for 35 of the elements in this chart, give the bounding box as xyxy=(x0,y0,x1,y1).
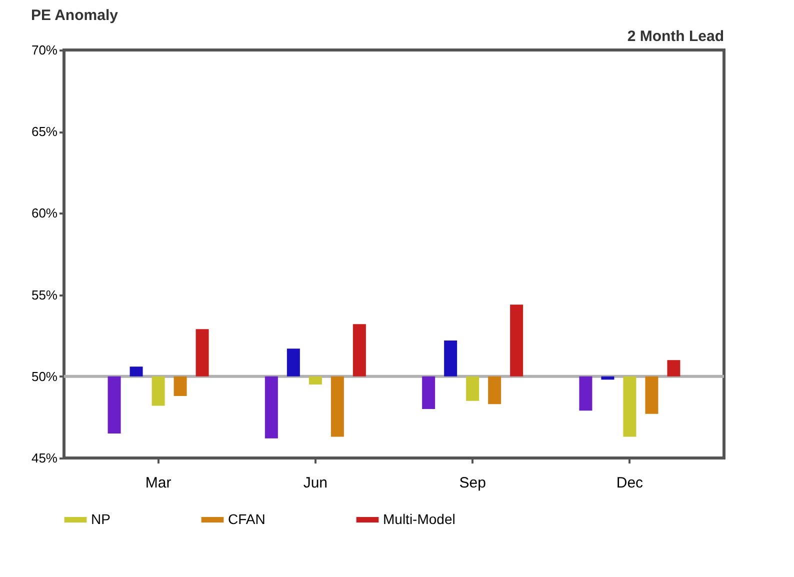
legend-label: Multi-Model xyxy=(383,510,456,527)
chart-title: PE Anomaly xyxy=(30,7,119,24)
bar xyxy=(422,376,436,410)
bar xyxy=(645,376,658,414)
legend-label: NP xyxy=(91,510,110,527)
bar xyxy=(601,376,614,380)
bar xyxy=(488,376,502,404)
x-tick-label: Jun xyxy=(303,474,328,492)
bar xyxy=(444,340,458,376)
y-tick-label: 55% xyxy=(31,287,58,302)
x-tick-label: Dec xyxy=(616,474,644,492)
bar xyxy=(623,376,636,437)
bar xyxy=(579,376,592,411)
x-tick-label: Sep xyxy=(459,474,486,492)
bar xyxy=(308,376,322,385)
bar xyxy=(108,376,121,434)
y-tick-label: 50% xyxy=(31,368,58,384)
y-tick-label: 45% xyxy=(31,450,58,466)
bar xyxy=(352,324,366,376)
text: 2 Month Lead xyxy=(627,28,724,45)
y-tick-label: 60% xyxy=(31,206,58,221)
bar xyxy=(130,366,143,376)
bar xyxy=(510,304,524,376)
bar xyxy=(152,376,165,406)
bar xyxy=(466,376,480,401)
x-tick-label: Mar xyxy=(145,474,172,492)
bar xyxy=(286,348,300,376)
legend-label: CFAN xyxy=(228,510,266,527)
bar xyxy=(264,376,278,438)
bar xyxy=(174,376,187,396)
y-tick-label: 70% xyxy=(31,42,58,58)
bar xyxy=(667,360,680,376)
bar xyxy=(196,329,209,376)
bar xyxy=(330,376,344,437)
y-tick-label: 65% xyxy=(31,124,58,140)
